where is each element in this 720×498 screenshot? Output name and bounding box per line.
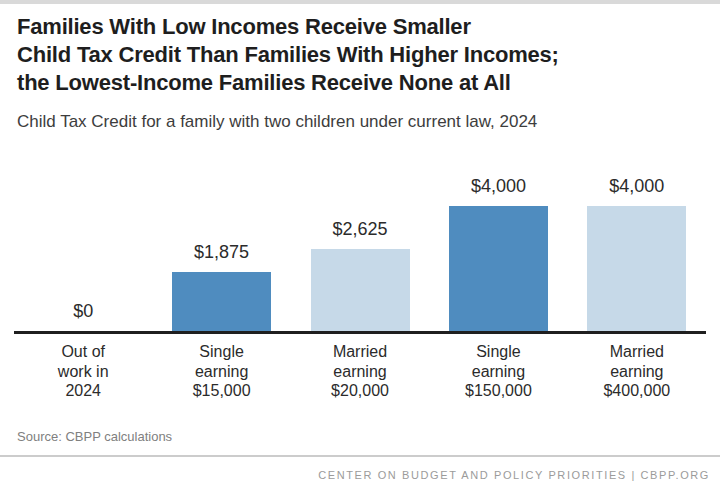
- chart-column: $1,875: [152, 242, 290, 331]
- bar-value-label: $4,000: [471, 176, 526, 197]
- top-accent-bar: [0, 0, 720, 4]
- chart-title: Families With Low Incomes Receive Smalle…: [17, 13, 704, 97]
- x-axis-line: [14, 331, 706, 334]
- category-label: Single earning $15,000: [152, 342, 290, 401]
- bar: [449, 206, 548, 331]
- bar-value-label: $0: [73, 301, 93, 322]
- category-label: Single earning $150,000: [429, 342, 567, 401]
- chart-subtitle: Child Tax Credit for a family with two c…: [17, 112, 706, 132]
- plot-area: $0 $1,875 $2,625 $4,000 $4,000: [14, 145, 706, 331]
- bar-value-label: $2,625: [332, 219, 387, 240]
- bar-value-label: $1,875: [194, 242, 249, 263]
- chart-column: $0: [14, 301, 152, 331]
- bar: [172, 272, 271, 331]
- infographic: Families With Low Incomes Receive Smalle…: [0, 0, 720, 498]
- x-axis-labels: Out of work in 2024Single earning $15,00…: [14, 342, 706, 401]
- chart-title-line-3: the Lowest-Income Families Receive None …: [17, 69, 704, 97]
- category-label: Married earning $20,000: [291, 342, 429, 401]
- category-label: Married earning $400,000: [568, 342, 706, 401]
- chart-column: $4,000: [568, 176, 706, 331]
- bar: [311, 249, 410, 331]
- source-note: Source: CBPP calculations: [17, 429, 706, 445]
- bar: [587, 206, 686, 331]
- category-label: Out of work in 2024: [14, 342, 152, 401]
- chart-title-line-1: Families With Low Incomes Receive Smalle…: [17, 13, 704, 41]
- bar-chart: $0 $1,875 $2,625 $4,000 $4,000 Out of work i…: [14, 145, 706, 401]
- bar-value-label: $4,000: [609, 176, 664, 197]
- footer-credit: CENTER ON BUDGET AND POLICY PRIORITIES |…: [0, 469, 710, 482]
- chart-column: $4,000: [429, 176, 567, 331]
- chart-title-line-2: Child Tax Credit Than Families With High…: [17, 41, 704, 69]
- footer-divider: [0, 455, 720, 457]
- chart-column: $2,625: [291, 219, 429, 331]
